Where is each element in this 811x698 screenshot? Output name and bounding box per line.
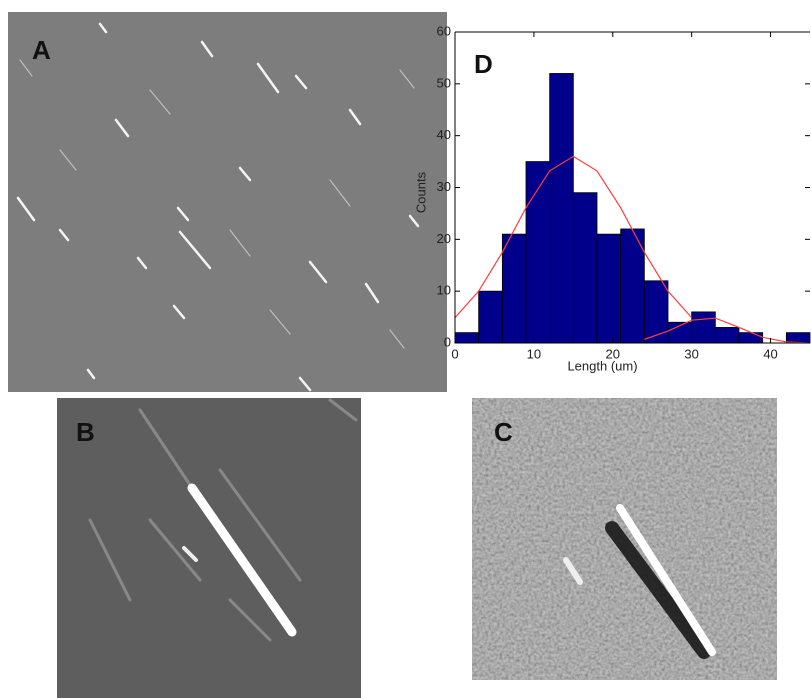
y-tick-label: 10 bbox=[437, 283, 451, 298]
image-c bbox=[472, 398, 777, 680]
bar bbox=[454, 332, 480, 344]
bar bbox=[478, 290, 503, 344]
y-axis-label: Counts bbox=[413, 171, 428, 213]
x-tick-label: 0 bbox=[451, 346, 458, 361]
y-tick-label: 40 bbox=[437, 127, 451, 142]
image-a bbox=[8, 12, 447, 392]
panel-label: A bbox=[32, 35, 51, 65]
x-axis-label: Length (um) bbox=[567, 358, 637, 373]
bar bbox=[691, 311, 716, 344]
x-tick-label: 20 bbox=[606, 346, 620, 361]
x-tick-label: 10 bbox=[527, 346, 541, 361]
fit-curve bbox=[644, 317, 811, 344]
image-b bbox=[57, 398, 361, 698]
bar bbox=[596, 233, 622, 344]
bar bbox=[501, 233, 527, 344]
bar bbox=[549, 73, 574, 344]
panel-label: B bbox=[76, 417, 95, 447]
y-tick-label: 50 bbox=[437, 75, 451, 90]
bar bbox=[714, 327, 740, 344]
fit-curve bbox=[454, 155, 693, 319]
y-tick-label: 60 bbox=[437, 23, 451, 38]
y-tick-label: 0 bbox=[444, 334, 451, 349]
bar bbox=[738, 332, 764, 344]
y-tick-label: 20 bbox=[437, 231, 451, 246]
y-tick-label: 30 bbox=[437, 179, 451, 194]
bar bbox=[785, 332, 811, 344]
bar bbox=[643, 280, 669, 344]
panel-label: C bbox=[494, 417, 513, 447]
x-tick-label: 30 bbox=[684, 346, 698, 361]
x-tick-label: 40 bbox=[763, 346, 777, 361]
panel-label: D bbox=[474, 49, 493, 79]
bar bbox=[572, 192, 598, 344]
